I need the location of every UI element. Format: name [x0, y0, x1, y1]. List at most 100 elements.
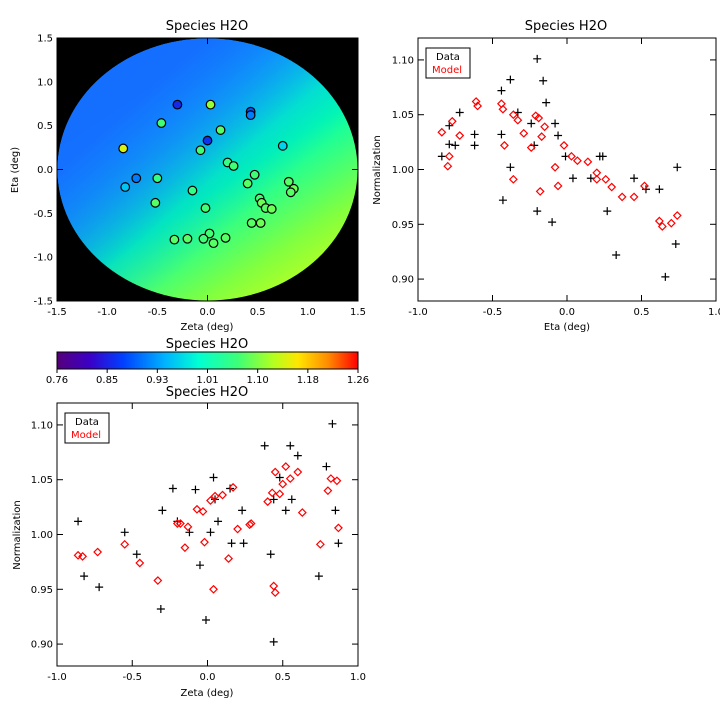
map-point [215, 125, 226, 135]
map-ytick-label: -0.5 [33, 209, 53, 220]
eta-data-point [603, 207, 612, 216]
colorbar-tick-label: 0.76 [46, 375, 68, 386]
zeta-data-point [266, 550, 275, 559]
map-point [283, 176, 294, 187]
zeta-model-point [267, 488, 277, 498]
map-ytick-label: 0.5 [37, 121, 53, 132]
zeta-data-point [334, 539, 343, 548]
map-field-lower-overlay [57, 38, 358, 301]
eta-data-point [445, 140, 454, 149]
eta-xtick-label: 0.0 [559, 307, 575, 318]
zeta-model-point [332, 476, 342, 486]
zeta-model-point [192, 504, 202, 514]
eta-model-point [499, 140, 509, 150]
map-xtick-label: 1.0 [300, 307, 316, 318]
zeta-ytick-label: 0.95 [31, 585, 53, 596]
eta-model-point [601, 174, 611, 184]
eta-data-point [539, 76, 548, 85]
eta-model-point [550, 162, 560, 172]
eta-model-point [526, 143, 536, 153]
map-xtick-label: -0.5 [148, 307, 168, 318]
eta-legend-model: Model [432, 65, 462, 76]
zeta-model-point [93, 547, 103, 557]
zeta-model-point [224, 554, 234, 564]
map-point [152, 173, 163, 184]
map-axes: -1.5 -1.0 -0.5 0.0 0.5 1.0 1.5 -1.5 -1.0 -0.5 0.0 0… [33, 34, 365, 319]
eta-data-point [568, 174, 577, 183]
map-point [255, 218, 266, 228]
zeta-model-point [333, 523, 343, 533]
map-ytick-label: 1.5 [37, 34, 53, 45]
zeta-data-point [201, 615, 210, 624]
zeta-axes: -1.0 -0.5 0.0 0.5 1.0 0.90 0.95 1.00 1.05 1.10 [31, 403, 366, 683]
colorbar-tick-label: 1.10 [247, 375, 269, 386]
map-ytick-label: -1.5 [33, 297, 53, 308]
map-point [202, 135, 213, 146]
eta-data-point [551, 119, 560, 128]
map-point [156, 118, 167, 128]
colorbar-tick-label: 0.85 [96, 375, 118, 386]
zeta-ytick-label: 1.00 [31, 530, 53, 541]
map-point [242, 178, 253, 189]
zeta-model-point [269, 581, 279, 591]
zeta-model-point [270, 588, 280, 598]
colorbar-panel: Species H2O 0.76 0.85 0.93 1.01 1.10 1.18 1.26 [46, 337, 369, 386]
zeta-model-point [285, 474, 295, 484]
map-point [120, 182, 131, 192]
eta-model-point [559, 140, 569, 150]
eta-xlabel: Eta (deg) [544, 322, 590, 333]
map-point [228, 161, 239, 171]
eta-xtick-label: 0.5 [634, 307, 650, 318]
colorbar-strip [56, 351, 359, 370]
eta-xtick-label: -0.5 [483, 307, 503, 318]
zeta-model-point [275, 489, 285, 499]
eta-data-point [598, 152, 607, 161]
zeta-xtick-label: -1.0 [47, 672, 67, 683]
eta-data-point [497, 86, 506, 95]
zeta-data-point [269, 495, 278, 504]
eta-data-point [455, 108, 464, 117]
eta-ytick-label: 0.95 [392, 220, 414, 231]
zeta-legend-model: Model [71, 430, 101, 441]
zeta-model-point [180, 543, 190, 553]
zeta-data-point [74, 517, 83, 526]
zeta-legend-box [64, 412, 110, 444]
eta-model-point [567, 151, 576, 161]
zeta-model-point [172, 519, 182, 528]
eta-model-point [498, 104, 508, 114]
map-point [208, 238, 219, 249]
zeta-data-point [195, 561, 204, 570]
eta-model-point [553, 181, 563, 191]
zeta-model-point [218, 490, 227, 500]
zeta-model-point [326, 474, 336, 484]
eta-data-point [655, 185, 664, 194]
eta-legend: Data Model [425, 47, 471, 79]
eta-model-point [537, 132, 547, 142]
eta-data-point [671, 240, 680, 249]
eta-panel: Species H2O Data Model -1.0 -0.5 0.0 0.5 1. 0… [372, 19, 720, 333]
zeta-marks [73, 419, 343, 646]
zeta-model-point [293, 467, 303, 477]
eta-ytick-label: 0.90 [392, 275, 414, 286]
map-point [182, 233, 193, 244]
zeta-data-point [328, 419, 337, 428]
eta-data-point [527, 119, 536, 128]
zeta-data-point [322, 462, 331, 471]
eta-model-point [666, 218, 676, 228]
eta-data-point [533, 54, 542, 63]
eta-model-point [513, 115, 523, 125]
map-point [118, 143, 129, 154]
colorbar-tick-label: 1.26 [347, 375, 369, 386]
eta-data-point [506, 163, 515, 172]
zeta-model-point [228, 482, 238, 492]
map-point [245, 110, 256, 121]
eta-model-point [534, 113, 544, 123]
zeta-model-point [206, 496, 215, 505]
map-ylabel: Eta (deg) [10, 147, 21, 193]
zeta-xtick-label: 0.0 [200, 672, 216, 683]
map-xtick-label: -1.0 [97, 307, 117, 318]
eta-model-point [508, 110, 518, 120]
eta-legend-data: Data [436, 52, 460, 63]
eta-model-point [592, 174, 602, 184]
zeta-data-point [239, 539, 248, 548]
